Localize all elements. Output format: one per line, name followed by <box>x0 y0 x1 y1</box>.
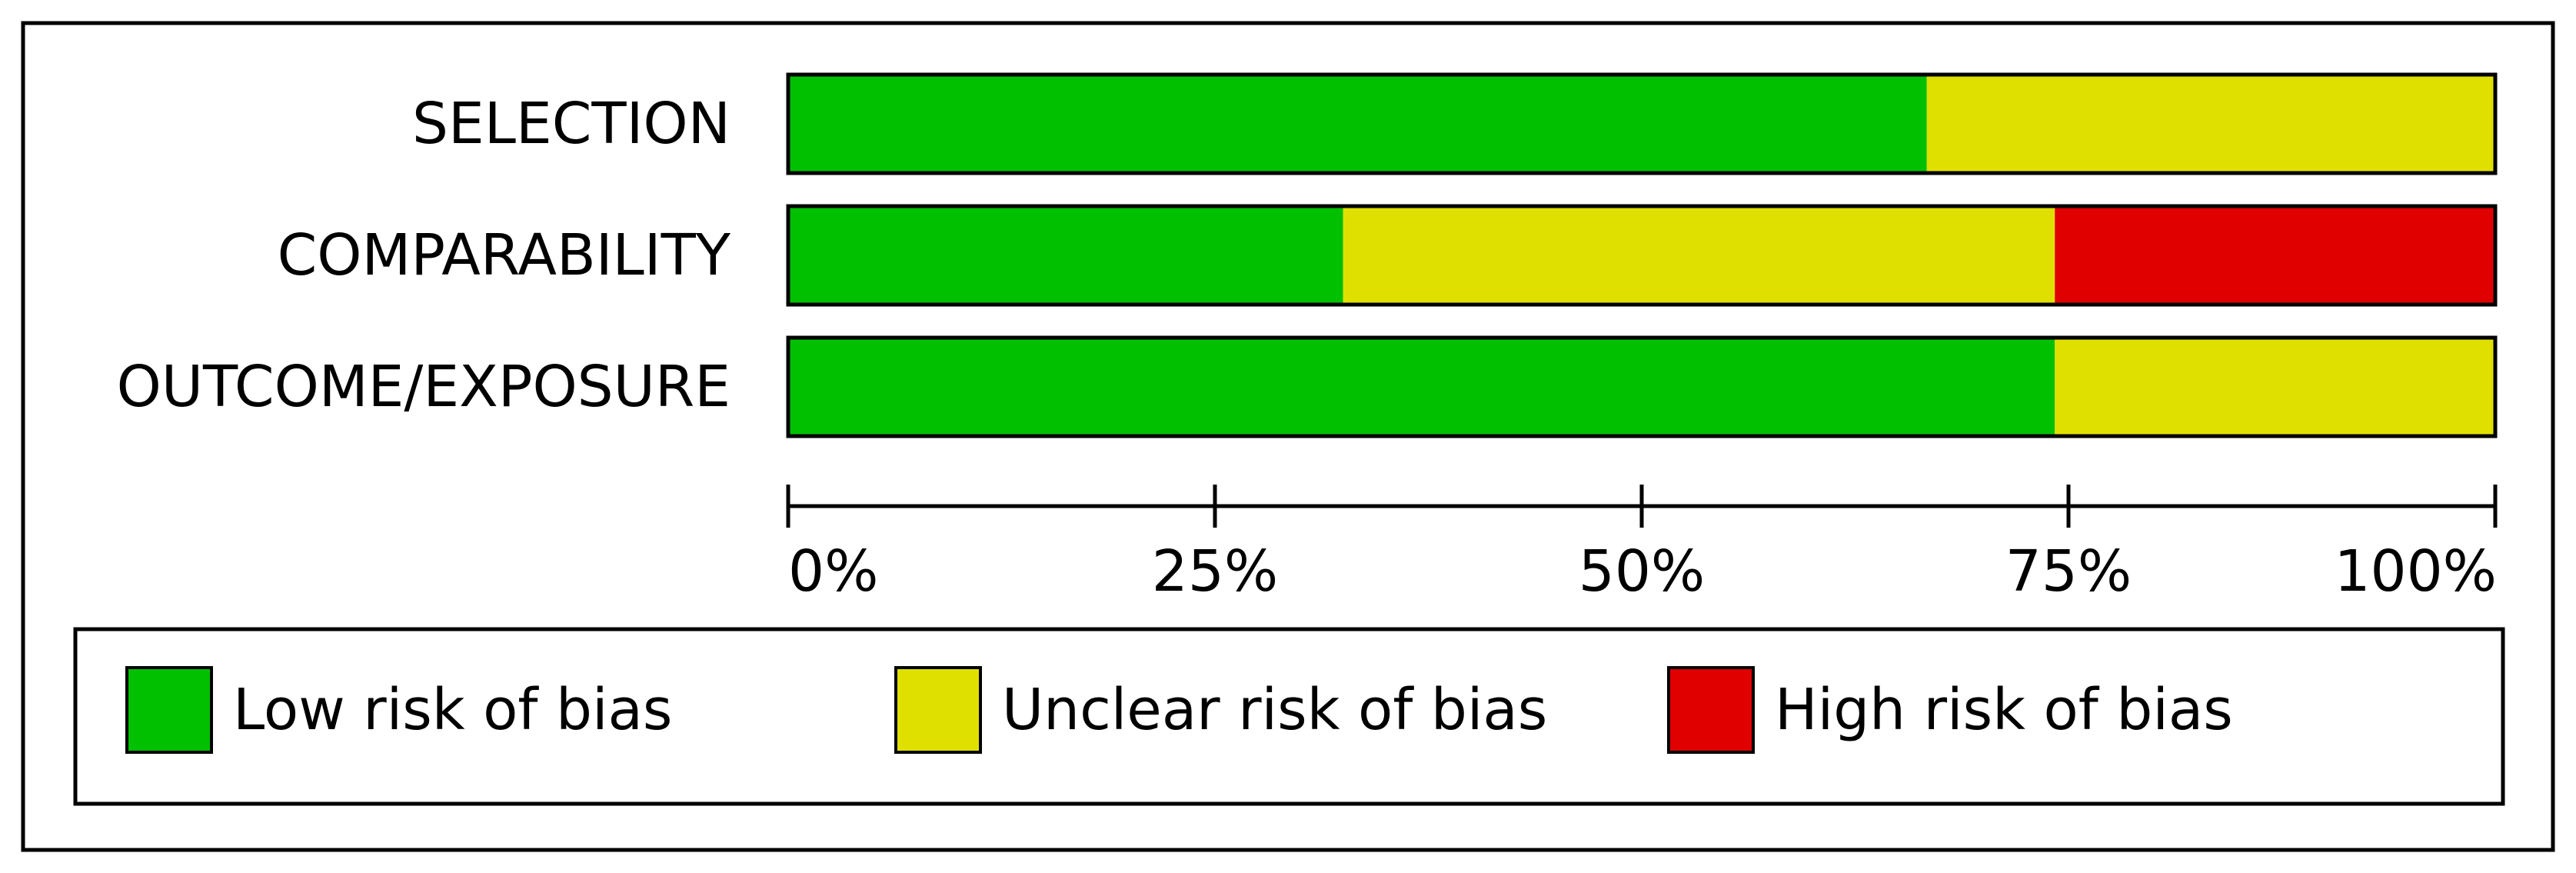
bar-outline-selection <box>786 72 2498 175</box>
bar-outline-outcome-exposure <box>786 335 2498 438</box>
bar-outcome-exposure-low-risk-of-bias <box>788 338 2055 436</box>
category-label-outcome-exposure: OUTCOME/EXPOSURE <box>117 354 731 420</box>
x-tick-label: 25% <box>1152 538 1278 605</box>
legend: Low risk of bias Unclear risk of bias High… <box>73 627 2505 806</box>
x-tick-label: 75% <box>2005 538 2132 605</box>
bar-comparability-high-risk-of-bias <box>2055 206 2495 305</box>
bar-outcome-exposure-unclear-risk-of-bias <box>2055 338 2495 436</box>
category-label-selection: SELECTION <box>412 91 731 157</box>
bar-outline-comparability <box>786 204 2498 307</box>
legend-label-low-risk-of-bias: Low risk of bias <box>233 677 672 743</box>
legend-swatch-unclear-risk-of-bias <box>894 666 982 754</box>
legend-frame <box>73 627 2505 806</box>
legend-items: Low risk of bias Unclear risk of bias High… <box>125 666 2233 754</box>
bar-selection-unclear-risk-of-bias <box>1926 75 2495 173</box>
x-tick-label: 0% <box>788 538 878 605</box>
x-ticks: 0% 25% 50% 75% 100% <box>786 485 2498 605</box>
legend-swatch-high-risk-of-bias <box>1667 666 1755 754</box>
x-axis: 0% 25% 50% 75% 100% <box>786 485 2498 605</box>
bars <box>786 72 2498 438</box>
legend-swatch-low-risk-of-bias <box>125 666 213 754</box>
bar-comparability-low-risk-of-bias <box>788 206 1343 305</box>
bar-comparability-unclear-risk-of-bias <box>1343 206 2055 305</box>
legend-label-unclear-risk-of-bias: Unclear risk of bias <box>1002 677 1547 743</box>
legend-label-high-risk-of-bias: High risk of bias <box>1775 677 2233 743</box>
bar-selection-low-risk-of-bias <box>788 75 1927 173</box>
x-tick-label: 100% <box>2334 538 2497 605</box>
category-label-comparability: COMPARABILITY <box>278 222 731 288</box>
x-tick-label: 50% <box>1579 538 1705 605</box>
category-labels: SELECTION COMPARABILITY OUTCOME/EXPOSURE <box>117 91 731 420</box>
